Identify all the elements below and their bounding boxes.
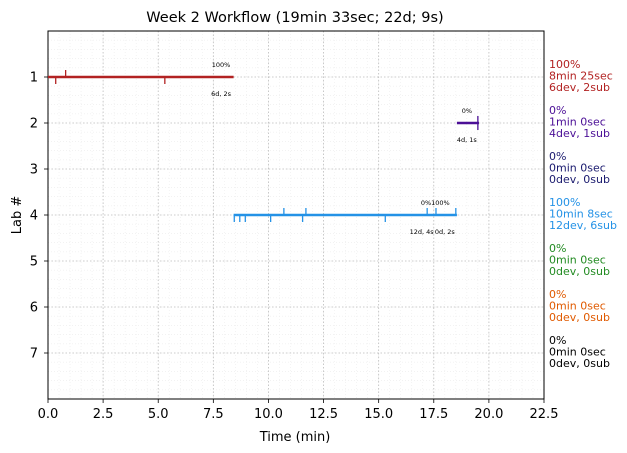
y-tick-label: 3 <box>30 163 38 178</box>
lab-2-annotation: 0% <box>462 107 472 115</box>
lab-3-summary-line: 0% <box>549 150 566 163</box>
lab-6-summary-line: 0dev, 0sub <box>549 311 610 324</box>
lab-4-annotation: 12d, 4s <box>410 228 435 236</box>
lab-7-summary-line: 0dev, 0sub <box>549 357 610 370</box>
lab-1-annotation: 6d, 2s <box>211 90 232 98</box>
lab-1-summary-line: 100% <box>549 58 580 71</box>
x-axis-label: Time (min) <box>259 430 331 445</box>
lab-7-summary-line: 0min 0sec <box>549 346 606 359</box>
lab-6-summary-line: 0min 0sec <box>549 300 606 313</box>
x-tick-label: 2.5 <box>93 407 114 422</box>
y-tick-label: 1 <box>30 71 38 86</box>
x-tick-label: 22.5 <box>530 407 559 422</box>
y-axis-label: Lab # <box>10 196 25 235</box>
x-tick-label: 20.0 <box>474 407 503 422</box>
lab-2-annotation: 4d, 1s <box>457 136 478 144</box>
x-tick-label: 7.5 <box>203 407 224 422</box>
y-tick-label: 7 <box>30 347 38 362</box>
lab-1-summary-line: 8min 25sec <box>549 70 613 83</box>
y-tick-label: 4 <box>30 209 38 224</box>
x-tick-label: 17.5 <box>419 407 448 422</box>
lab-1-summary-line: 6dev, 2sub <box>549 81 610 94</box>
lab-4-summary-line: 100% <box>549 196 580 209</box>
x-tick-label: 5.0 <box>148 407 169 422</box>
lab-4-annotation: 100% <box>431 199 450 207</box>
lab-3-summary-line: 0dev, 0sub <box>549 173 610 186</box>
lab-7-summary-line: 0% <box>549 334 566 347</box>
lab-4-annotation: 0d, 2s <box>435 228 456 236</box>
x-tick-label: 15.0 <box>364 407 393 422</box>
y-tick-label: 2 <box>30 117 38 132</box>
x-tick-label: 10.0 <box>254 407 283 422</box>
lab-5-summary-line: 0% <box>549 242 566 255</box>
lab-4-summary-line: 12dev, 6sub <box>549 219 617 232</box>
lab-5-summary-line: 0min 0sec <box>549 254 606 267</box>
lab-2-summary-line: 1min 0sec <box>549 116 606 129</box>
lab-5-summary-line: 0dev, 0sub <box>549 265 610 278</box>
lab-1-annotation: 100% <box>212 61 231 69</box>
lab-2-summary-line: 0% <box>549 104 566 117</box>
x-tick-label: 12.5 <box>309 407 338 422</box>
x-tick-label: 0.0 <box>38 407 59 422</box>
lab-2-summary-line: 4dev, 1sub <box>549 127 610 140</box>
chart-title: Week 2 Workflow (19min 33sec; 22d; 9s) <box>146 10 443 26</box>
lab-3-summary-line: 0min 0sec <box>549 162 606 175</box>
plot-area: 0.0 2.5 5.0 7.5 10.0 12.5 15.0 17.5 20.0 22.5 1 2 3 4… <box>30 30 559 422</box>
lab-4-summary-line: 10min 8sec <box>549 208 613 221</box>
lab-4-annotation: 0% <box>421 199 431 207</box>
y-tick-label: 5 <box>30 255 38 270</box>
y-tick-label: 6 <box>30 301 38 316</box>
lab-6-summary-line: 0% <box>549 288 566 301</box>
plot-frame <box>47 30 545 400</box>
